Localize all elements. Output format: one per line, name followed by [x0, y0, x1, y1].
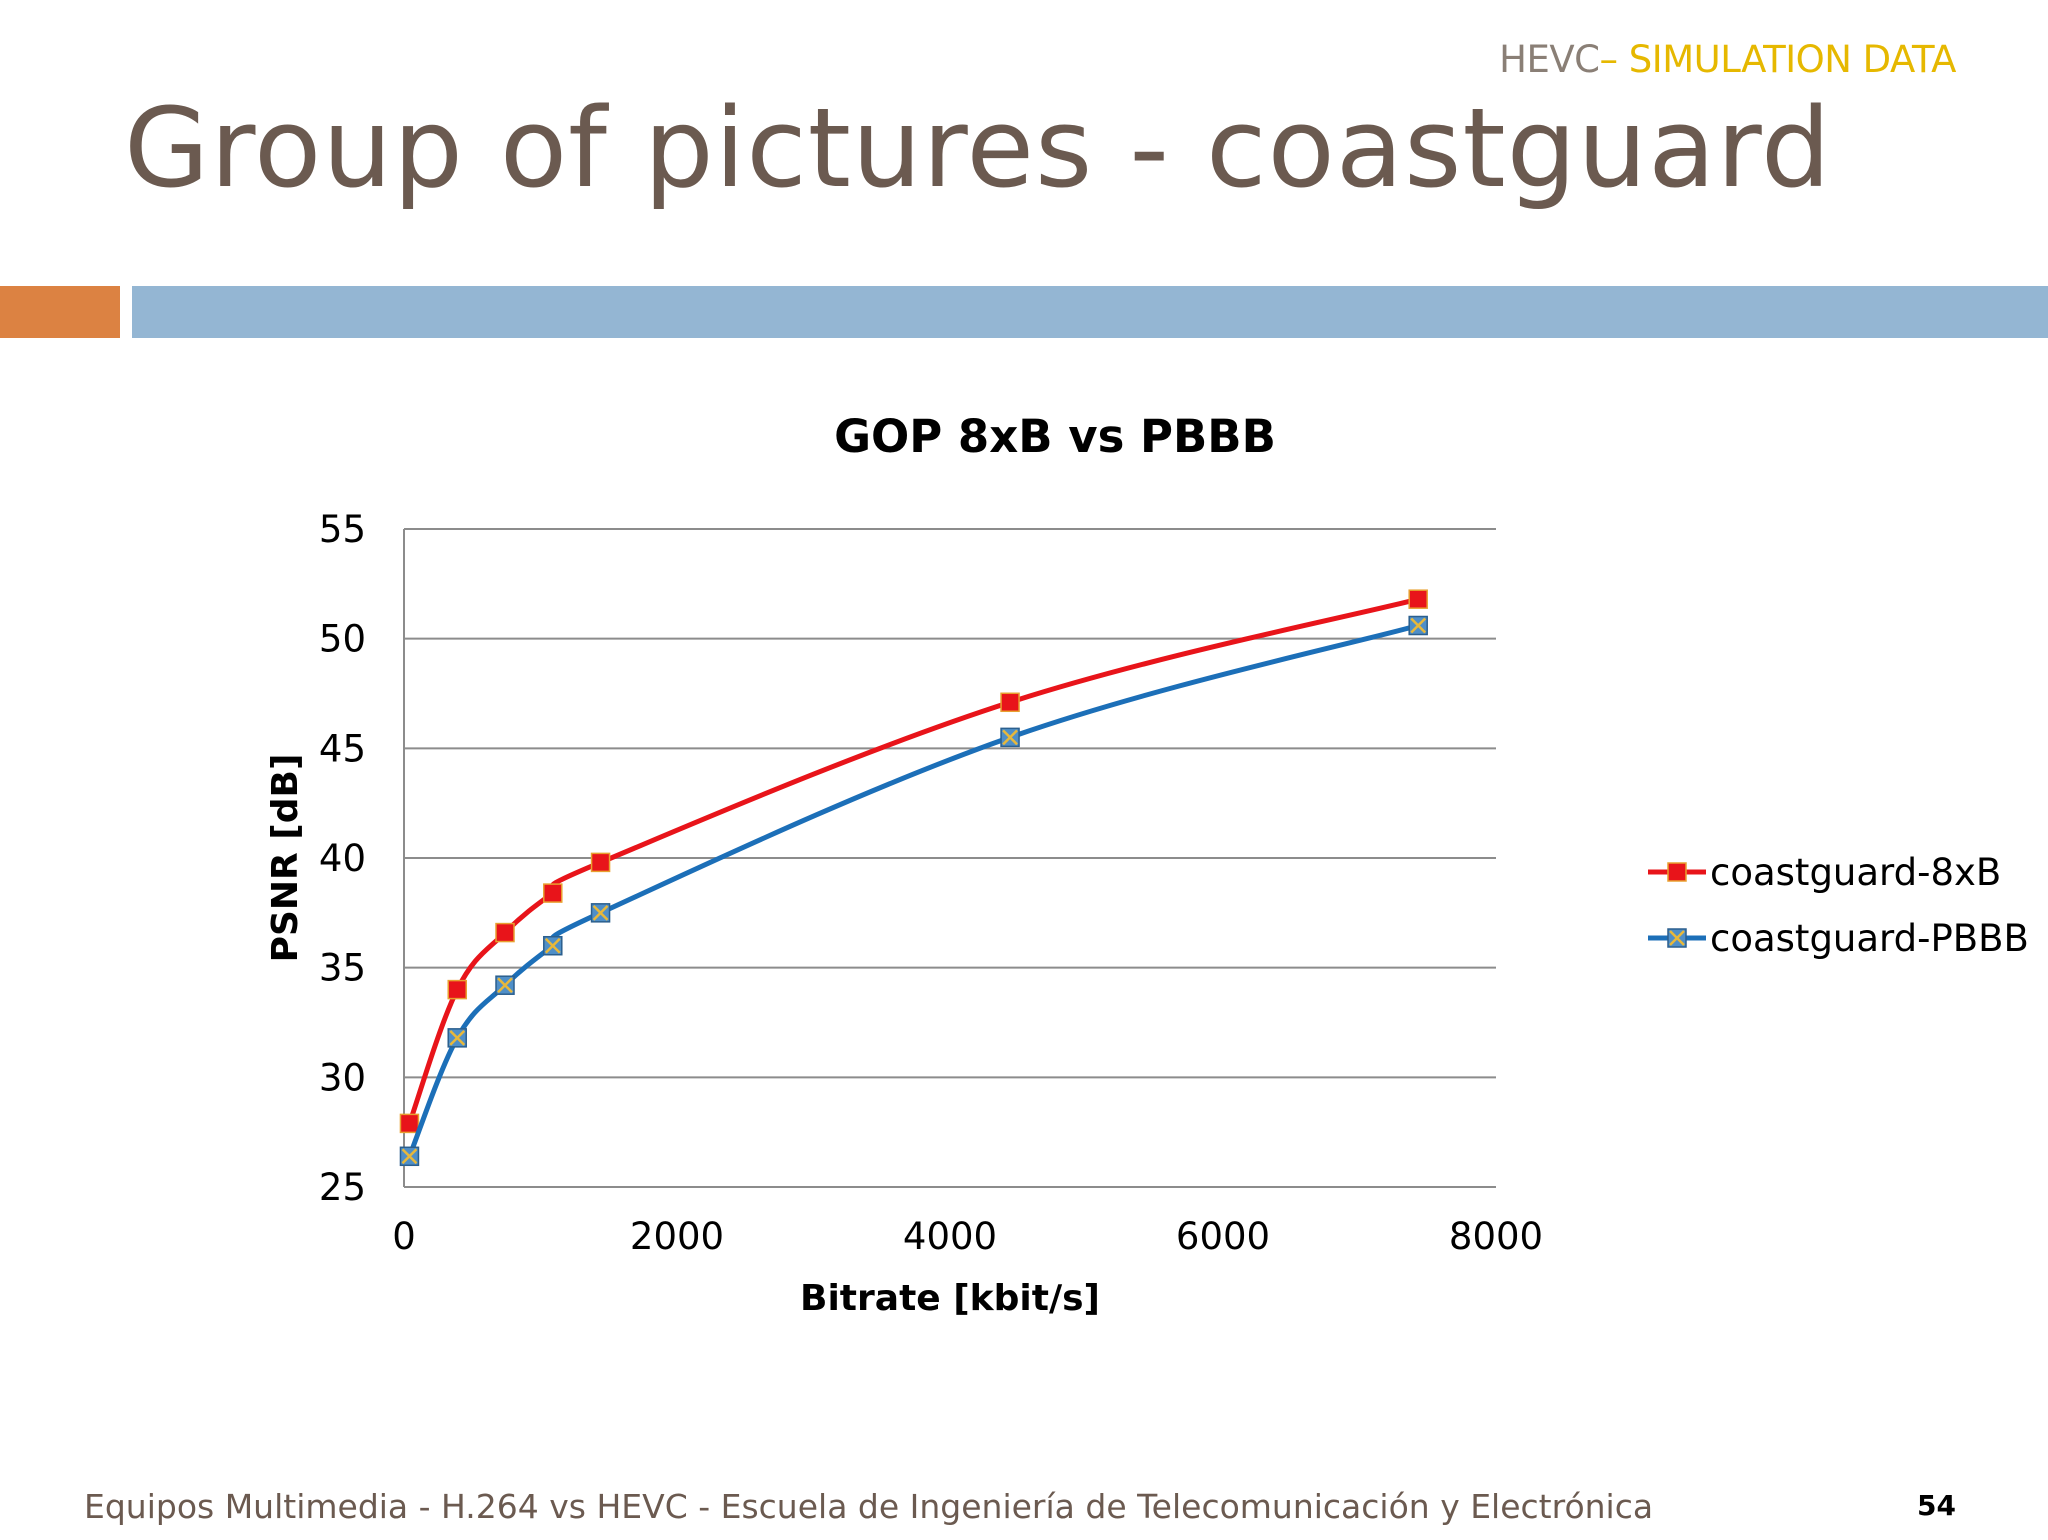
y-axis-label: PSNR [dB] [265, 754, 306, 963]
legend-item: coastguard-PBBB [1648, 917, 2029, 960]
marker-cross [401, 1148, 418, 1165]
marker-cross [1669, 930, 1685, 946]
y-tick-label: 55 [319, 508, 366, 551]
section-header: HEVC– SIMULATION DATA [1499, 38, 1956, 81]
legend-label: coastguard-8xB [1710, 851, 2001, 894]
y-tick-label: 40 [319, 837, 366, 880]
legend: coastguard-8xB coastguard-PBBB [1648, 851, 2029, 960]
marker-cross [592, 904, 609, 921]
accent-bar-orange [0, 286, 120, 338]
data-point [495, 975, 515, 995]
legend-item: coastguard-8xB [1648, 851, 2001, 894]
data-point [590, 852, 611, 873]
series-line [407, 596, 1419, 1125]
footer-text: Equipos Multimedia - H.264 vs HEVC - Esc… [84, 1487, 1654, 1526]
y-tick-label: 25 [319, 1166, 366, 1209]
data-point [1408, 589, 1428, 609]
y-tick-label: 45 [319, 727, 366, 770]
data-point [447, 979, 467, 1000]
y-tick-label: 30 [319, 1056, 366, 1099]
data-point [1000, 692, 1020, 713]
data-point [495, 922, 515, 943]
data-point [590, 903, 611, 923]
x-tick-label: 4000 [903, 1215, 997, 1258]
data-point [399, 1113, 420, 1134]
x-tick-label: 6000 [1176, 1215, 1270, 1258]
header-prefix: HEVC [1499, 38, 1600, 81]
series-coastguard-PBBB [399, 615, 1428, 1167]
marker-cross [1410, 617, 1427, 634]
marker-cross [449, 1029, 466, 1046]
series-layer [399, 589, 1428, 1167]
series-coastguard-8xB [399, 589, 1428, 1134]
x-axis-label: Bitrate [kbit/s] [800, 1278, 1100, 1319]
header-section: SIMULATION DATA [1617, 38, 1957, 81]
data-point [399, 1146, 420, 1167]
legend-marker [1667, 862, 1687, 882]
legend-marker [1667, 928, 1687, 948]
data-point [1408, 615, 1428, 636]
marker-cross [544, 937, 561, 954]
grid-layer [404, 528, 1496, 1188]
chart-title: GOP 8xB vs PBBB [834, 410, 1276, 463]
y-tick-label: 50 [319, 618, 366, 661]
data-point [447, 1028, 467, 1048]
x-tick-label: 0 [392, 1215, 416, 1258]
x-tick-label: 8000 [1449, 1215, 1543, 1258]
header-separator: – [1599, 38, 1619, 81]
legend-label: coastguard-PBBB [1710, 917, 2029, 960]
y-tick-label: 35 [319, 947, 366, 990]
slide-title: Group of pictures - coastguard [124, 84, 1832, 212]
data-point [543, 935, 563, 956]
marker-cross [1002, 729, 1018, 746]
marker-cross [497, 977, 513, 994]
accent-bar-blue [132, 286, 2048, 338]
data-point [1000, 727, 1020, 748]
x-tick-label: 2000 [630, 1215, 724, 1258]
data-point [543, 883, 563, 903]
axis-layer: 25 30 35 40 45 50 55 0 2000 4000 6000 8000 [319, 508, 1543, 1258]
page-number: 54 [1917, 1489, 1956, 1522]
